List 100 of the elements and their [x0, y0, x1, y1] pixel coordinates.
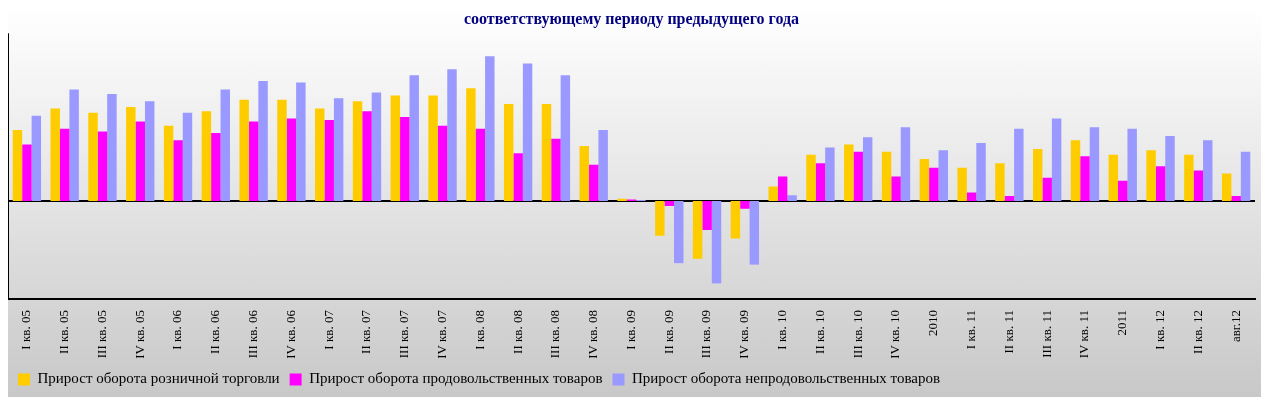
- x-tick-label: II кв. 06: [207, 309, 223, 354]
- bar: [579, 146, 589, 201]
- bar: [768, 186, 778, 201]
- bar: [862, 137, 873, 201]
- bar: [1165, 135, 1175, 201]
- bar: [692, 200, 703, 259]
- bar: [163, 125, 174, 201]
- bar: [957, 167, 967, 201]
- bar: [674, 200, 684, 264]
- x-tick-label: I кв. 08: [471, 310, 487, 350]
- bar: [59, 128, 70, 201]
- x-tick-label: 2010: [925, 310, 941, 337]
- x-tick-label: IV кв. 07: [433, 309, 449, 359]
- bar: [400, 117, 410, 201]
- bar: [220, 89, 230, 201]
- bar: [503, 104, 514, 201]
- bar: [88, 112, 98, 201]
- bar: [144, 101, 155, 201]
- bar: [277, 99, 287, 201]
- bar: [201, 111, 212, 201]
- bar: [182, 112, 193, 201]
- bar: [853, 151, 863, 201]
- bar: [976, 143, 986, 201]
- bar: [324, 119, 334, 201]
- bar: [371, 92, 382, 201]
- bar: [97, 131, 108, 201]
- bar: [655, 200, 665, 236]
- bar: [1155, 166, 1166, 201]
- x-tick-label: IV кв. 08: [585, 310, 601, 359]
- bar: [352, 101, 363, 201]
- bar: [173, 140, 183, 201]
- bar: [806, 154, 816, 201]
- bar: [825, 147, 835, 201]
- x-tick-label: IV кв. 09: [736, 310, 752, 359]
- x-tick-label: I кв. 06: [169, 309, 185, 350]
- x-tick-label: I кв. 09: [622, 310, 638, 350]
- bar: [711, 200, 722, 284]
- bar: [1089, 127, 1100, 201]
- bar: [485, 56, 495, 201]
- bar: [513, 153, 523, 201]
- bar: [1042, 177, 1052, 201]
- bar: [995, 163, 1005, 201]
- bar: [315, 108, 325, 201]
- x-tick-label: II кв. 11: [1000, 310, 1016, 354]
- bar: [428, 95, 438, 201]
- bar: [1051, 118, 1062, 201]
- x-tick-label: III кв. 06: [245, 309, 261, 359]
- x-tick-label: II кв. 07: [358, 309, 374, 354]
- x-tick-label: III кв. 07: [396, 309, 412, 359]
- bar: [844, 144, 854, 201]
- bar: [12, 130, 23, 201]
- x-tick-label: I кв. 12: [1151, 310, 1167, 350]
- x-tick-label: IV кв. 06: [282, 309, 298, 359]
- bar: [617, 198, 627, 201]
- bar: [1108, 154, 1119, 201]
- bar: [1231, 195, 1241, 201]
- bar: [211, 133, 221, 201]
- bar: [296, 82, 306, 201]
- x-tick-label: III кв. 08: [547, 310, 563, 359]
- bar: [1070, 140, 1081, 201]
- bar: [409, 75, 419, 201]
- bar: [1033, 148, 1043, 201]
- x-tick-label: II кв. 12: [1189, 310, 1205, 354]
- x-tick-label: II кв. 09: [660, 310, 676, 354]
- x-tick-label: IV кв. 05: [131, 310, 147, 359]
- x-tick-label: I кв. 10: [774, 310, 790, 350]
- bar: [50, 108, 60, 201]
- bar: [447, 69, 457, 201]
- x-tick-label: II кв. 10: [811, 310, 827, 354]
- bar: [881, 151, 892, 201]
- legend-label: Прирост оборота продовольственных товаров: [309, 370, 603, 387]
- bar: [777, 176, 788, 201]
- x-tick-label: II кв. 05: [56, 310, 72, 354]
- bar: [239, 99, 249, 201]
- bar: [702, 200, 712, 230]
- bar: [815, 163, 826, 201]
- bar: [787, 195, 797, 201]
- bar: [333, 98, 344, 201]
- bar: [1014, 128, 1024, 201]
- bar: [900, 127, 911, 201]
- x-tick-label: III кв. 05: [93, 310, 109, 359]
- bar: [126, 106, 136, 201]
- bar: [258, 80, 268, 201]
- bar: [588, 164, 599, 201]
- x-tick-label: I кв. 11: [963, 310, 979, 350]
- x-tick-label: I кв. 05: [18, 310, 34, 350]
- bar: [1146, 150, 1156, 201]
- bar: [1184, 154, 1194, 201]
- x-tick-label: III кв. 10: [849, 310, 865, 359]
- legend-label: Прирост оборота непродовольственных товаров: [631, 370, 941, 387]
- bar: [466, 88, 476, 201]
- bar: [560, 75, 571, 201]
- x-tick-label: авг.12: [1227, 310, 1243, 343]
- bar: [69, 89, 79, 201]
- bar: [437, 125, 448, 201]
- chart-title: соответствующему периоду предыдущего года: [463, 9, 800, 28]
- bar: [362, 111, 372, 201]
- x-tick-label: I кв. 07: [320, 309, 336, 350]
- legend-label: Прирост оборота розничной торговли: [37, 370, 280, 387]
- bar: [541, 104, 552, 201]
